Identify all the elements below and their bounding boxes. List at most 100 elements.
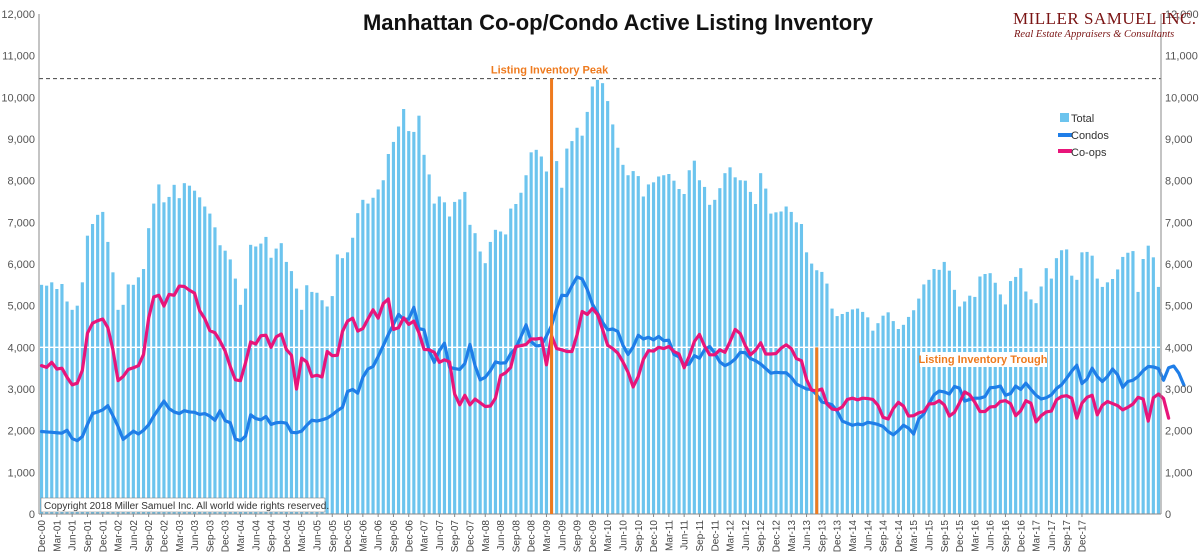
- x-tick-label: Jun-04: [251, 520, 262, 551]
- total-bar: [713, 199, 717, 514]
- chart-title: Manhattan Co-op/Condo Active Listing Inv…: [363, 10, 874, 35]
- total-bar: [1034, 303, 1038, 514]
- total-bar: [463, 191, 467, 515]
- x-tick-label: Dec-07: [465, 520, 476, 553]
- y-tick-label-left: 12,000: [1, 9, 35, 21]
- x-tick-label: Sep-11: [695, 520, 706, 552]
- total-bar: [1141, 259, 1145, 514]
- y-tick-label-right: 2,000: [1165, 426, 1193, 438]
- total-bar: [595, 79, 600, 514]
- total-bar: [621, 164, 625, 514]
- total-bar: [305, 285, 309, 514]
- y-tick-label-left: 2,000: [7, 426, 35, 438]
- x-tick-label: Jun-05: [312, 520, 323, 551]
- total-bar: [218, 245, 222, 514]
- total-bar: [825, 283, 829, 514]
- x-tick-label: Dec-00: [37, 520, 48, 553]
- total-bar: [1090, 255, 1094, 515]
- total-bar: [978, 276, 982, 514]
- x-tick-label: Dec-13: [833, 520, 844, 553]
- total-bar: [1110, 279, 1115, 514]
- x-tick-label: Mar-08: [481, 520, 492, 552]
- total-bar: [651, 182, 656, 514]
- x-tick-label: Jun-12: [741, 520, 752, 551]
- x-tick-label: Mar-17: [1032, 520, 1043, 552]
- x-tick-label: Mar-05: [297, 520, 308, 552]
- x-tick-label: Dec-05: [343, 520, 354, 553]
- y-tick-label-right: 9,000: [1165, 134, 1193, 146]
- y-tick-label-left: 11,000: [2, 51, 35, 63]
- series-lines: [39, 275, 1186, 443]
- reference-lines: [39, 78, 1161, 349]
- total-bar: [1054, 258, 1059, 514]
- y-tick-label-left: 0: [29, 509, 35, 521]
- total-bar: [891, 321, 895, 514]
- total-bar: [458, 199, 462, 515]
- total-bar: [182, 183, 186, 515]
- x-tick-label: Jun-11: [680, 520, 691, 550]
- total-bar: [157, 184, 161, 515]
- x-tick-label: Dec-15: [955, 520, 966, 553]
- total-bar: [376, 189, 380, 515]
- y-tick-label-right: 1,000: [1165, 467, 1193, 479]
- total-bar: [310, 291, 314, 514]
- x-tick-label: Dec-17: [1077, 520, 1088, 553]
- x-tick-label: Dec-01: [98, 520, 109, 553]
- total-bar: [840, 314, 844, 514]
- total-bar: [850, 309, 855, 514]
- total-bar: [136, 277, 141, 514]
- x-tick-label: Jun-03: [190, 520, 201, 551]
- total-bar: [203, 206, 207, 514]
- total-bar: [886, 312, 890, 514]
- total-bar: [284, 261, 288, 514]
- y-tick-label-left: 8,000: [7, 176, 35, 188]
- total-bar: [912, 310, 916, 514]
- total-bar: [1105, 282, 1110, 514]
- total-bar: [289, 271, 294, 514]
- trough-annotation-background: [920, 352, 1047, 367]
- total-bar: [957, 306, 962, 514]
- total-bar: [1019, 268, 1023, 514]
- total-bar: [1136, 291, 1140, 514]
- total-bar: [855, 308, 860, 514]
- y-tick-label-left: 4,000: [7, 342, 35, 354]
- total-bar: [488, 241, 492, 515]
- total-bar: [402, 109, 406, 514]
- x-tick-label: Jun-06: [374, 520, 385, 551]
- total-bar: [468, 224, 472, 514]
- y-tick-label-left: 10,000: [1, 92, 35, 104]
- total-bar: [208, 213, 212, 514]
- total-bar: [580, 135, 584, 515]
- total-bar: [152, 203, 156, 514]
- x-tick-label: Jun-08: [496, 520, 507, 551]
- x-tick-label: Dec-03: [221, 520, 232, 553]
- total-bar: [162, 202, 166, 514]
- total-bar: [167, 196, 171, 515]
- total-bar: [90, 224, 95, 514]
- total-bar: [1116, 269, 1120, 514]
- total-bar: [498, 231, 503, 514]
- total-bar: [177, 198, 181, 515]
- total-bar: [932, 269, 936, 514]
- total-bar: [300, 309, 304, 514]
- total-bar: [692, 160, 696, 515]
- legend-label-coops: Co-ops: [1071, 147, 1107, 159]
- total-bar: [631, 171, 635, 514]
- total-bar: [427, 174, 431, 515]
- copyright-box: [40, 497, 326, 513]
- x-tick-label: Sep-03: [205, 520, 216, 553]
- total-bar: [922, 284, 926, 514]
- total-bar: [396, 126, 401, 514]
- x-axis: Dec-00 Mar-01 Jun-01 Sep-01 Dec-01 Mar-02 Jun-…: [37, 514, 1088, 552]
- total-bar: [555, 161, 559, 514]
- total-bar: [126, 284, 130, 514]
- y-tick-label-right: 4,000: [1165, 342, 1193, 354]
- total-bar: [254, 246, 258, 514]
- total-bar: [861, 311, 865, 514]
- y-tick-label-left: 3,000: [7, 384, 35, 396]
- total-bar: [356, 213, 360, 515]
- total-bar: [187, 185, 192, 515]
- total-bar: [65, 301, 69, 514]
- coops-line: [39, 284, 1171, 424]
